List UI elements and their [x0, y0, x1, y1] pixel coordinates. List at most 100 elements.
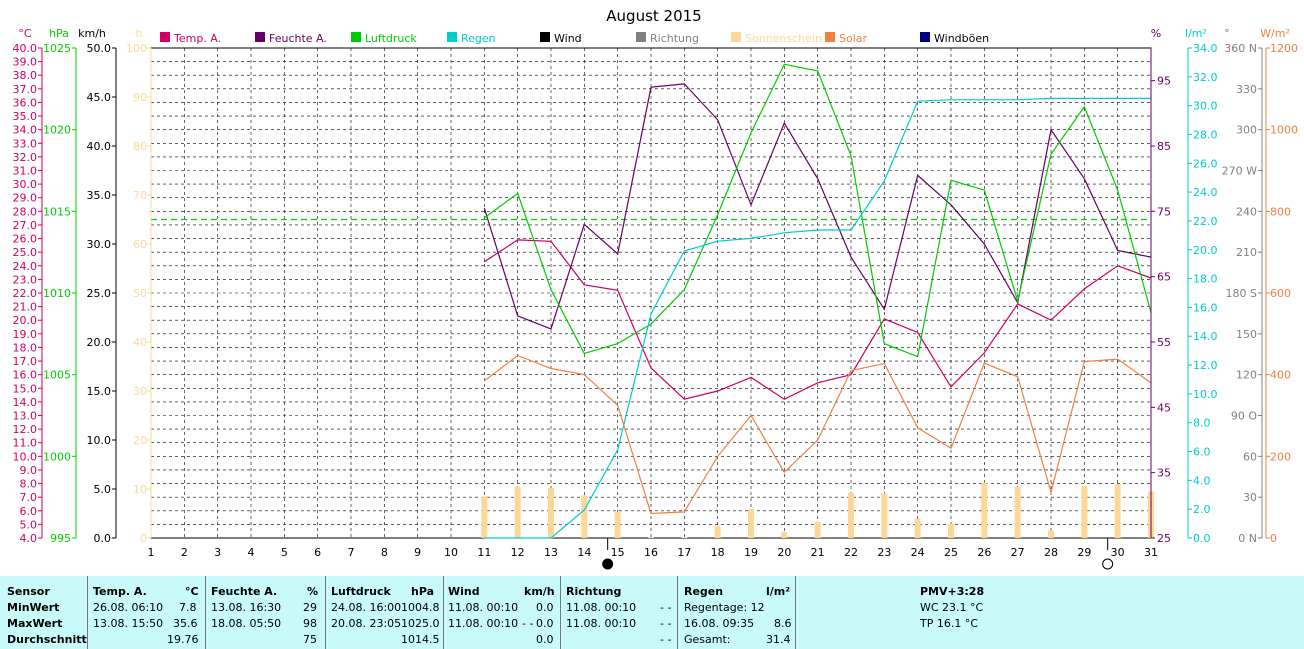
- x-tick-label: 2: [181, 546, 188, 559]
- x-tick-label: 9: [414, 546, 421, 559]
- x-tick-label: 14: [577, 546, 591, 559]
- row-label-min: MinWert: [7, 601, 60, 614]
- x-tick-label: 1: [148, 546, 155, 559]
- direction-tick-label: 90 O: [1231, 410, 1257, 423]
- x-tick-label: 17: [677, 546, 691, 559]
- sunshine-bar: [814, 521, 821, 538]
- temp-tick-label: 36.0: [13, 96, 38, 109]
- temp-tick-label: 24.0: [13, 260, 38, 273]
- axis-unit-label: °: [1224, 27, 1230, 40]
- wind-tick-label: 35.0: [87, 189, 112, 202]
- axis-unit-label: °C: [18, 27, 32, 40]
- sensor-header: Sensor: [7, 585, 50, 598]
- temp-tick-label: 4.0: [20, 532, 38, 545]
- direction-tick-label: 0 N: [1238, 532, 1257, 545]
- pressure-tick-label: 1025: [43, 42, 71, 55]
- sunshine-bar: [848, 492, 854, 538]
- sunshine-tick-label: 90: [133, 91, 147, 104]
- divider: [677, 576, 678, 649]
- wind-tick-label: 20.0: [87, 336, 112, 349]
- x-tick-label: 6: [314, 546, 321, 559]
- sunshine-bar: [481, 496, 488, 538]
- wind-tick-label: 10.0: [87, 434, 112, 447]
- x-tick-label: 13: [544, 546, 558, 559]
- x-tick-label: 10: [444, 546, 458, 559]
- humidity-min-val: 29: [303, 601, 317, 614]
- wind-tick-label: 5.0: [94, 483, 112, 496]
- pressure-tick-label: 1010: [43, 287, 71, 300]
- direction-header: Richtung: [566, 585, 622, 598]
- temp-tick-label: 6.0: [20, 505, 38, 518]
- legend-label: Wind: [554, 32, 582, 45]
- rain-tick-label: 22.0: [1193, 215, 1218, 228]
- x-tick-label: 22: [844, 546, 858, 559]
- sunshine-tick-label: 40: [133, 336, 147, 349]
- rain-days: Regentage: 12: [684, 601, 765, 614]
- temp-tick-label: 31.0: [13, 165, 38, 178]
- rain-unit: l/m²: [766, 585, 791, 598]
- direction-tick-label: 180 S: [1226, 287, 1257, 300]
- axis-units: °C hPa km/h h% l/m² ° W/m²: [18, 27, 1289, 40]
- temp-header: Temp. A.: [93, 585, 147, 598]
- legend-label: Feuchte A.: [269, 32, 327, 45]
- temp-avg: 19.76: [167, 633, 199, 646]
- sunshine-bar: [1114, 484, 1121, 538]
- full-moon-icon: [1102, 558, 1114, 570]
- rain-max-val: 8.6: [774, 617, 792, 630]
- series-line: [483, 83, 1152, 330]
- x-tick-label: 23: [877, 546, 891, 559]
- sunshine-tick-label: 70: [133, 189, 147, 202]
- rain-tick-label: 4.0: [1193, 474, 1211, 487]
- direction-max-ts: 11.08. 00:10: [566, 617, 637, 630]
- rain-tick-label: 24.0: [1193, 186, 1218, 199]
- rain-tick-label: 26.0: [1193, 157, 1218, 170]
- sunshine-bars: [481, 482, 1154, 538]
- solar-tick-label: 200: [1270, 450, 1291, 463]
- temp-tick-label: 35.0: [13, 110, 38, 123]
- sunshine-bar: [914, 518, 921, 538]
- summary-table: Sensor MinWert MaxWert Durchschnitt Temp…: [0, 576, 1304, 649]
- temp-min-val: 7.8: [179, 601, 197, 614]
- humidity-tick-label: 35: [1157, 467, 1171, 480]
- divider: [560, 576, 561, 649]
- temp-max-val: 35.6: [173, 617, 198, 630]
- direction-max-val: - -: [660, 617, 672, 630]
- chart-title: August 2015: [606, 7, 701, 25]
- temp-tick-label: 33.0: [13, 137, 38, 150]
- temp-tick-label: 18.0: [13, 341, 38, 354]
- rain-tick-label: 0.0: [1193, 532, 1211, 545]
- temp-tick-label: 28.0: [13, 205, 38, 218]
- legend-swatch: [636, 32, 646, 42]
- x-tick-label: 25: [944, 546, 958, 559]
- x-tick-label: 5: [281, 546, 288, 559]
- x-tick-label: 16: [644, 546, 658, 559]
- sunshine-bar: [514, 486, 521, 538]
- wind-tick-label: 25.0: [87, 287, 112, 300]
- legend-label: Regen: [461, 32, 496, 45]
- rain-tick-label: 8.0: [1193, 417, 1211, 430]
- temp-tick-label: 23.0: [13, 273, 38, 286]
- humidity-tick-label: 75: [1157, 205, 1171, 218]
- temp-tick-label: 11.0: [13, 437, 38, 450]
- sunshine-bar: [714, 526, 721, 538]
- legend-swatch: [160, 32, 170, 42]
- direction-tick-label: 240: [1236, 205, 1257, 218]
- temp-tick-label: 39.0: [13, 56, 38, 69]
- legend-swatch: [255, 32, 265, 42]
- x-tick-label: 30: [1111, 546, 1125, 559]
- pressure-avg: 1014.5: [401, 633, 440, 646]
- solar-tick-label: 1000: [1270, 124, 1298, 137]
- x-tick-label: 19: [744, 546, 758, 559]
- sunshine-tick-label: 100: [126, 42, 147, 55]
- direction-tick-label: 300: [1236, 124, 1257, 137]
- pressure-column: Luftdruck hPa 24.08. 16:00 1004.8 20.08.…: [331, 576, 440, 649]
- sunshine-bar: [581, 495, 588, 538]
- wind-unit: km/h: [524, 585, 555, 598]
- wind-max-ts: 11.08. 00:10: [448, 617, 519, 630]
- wind-min-ts: 11.08. 00:10: [448, 601, 519, 614]
- axis-unit-label: %: [1151, 27, 1161, 40]
- temp-tick-label: 27.0: [13, 219, 38, 232]
- pressure-min-ts: 24.08. 16:00: [331, 601, 402, 614]
- temp-tick-label: 25.0: [13, 246, 38, 259]
- row-label-max: MaxWert: [7, 617, 63, 630]
